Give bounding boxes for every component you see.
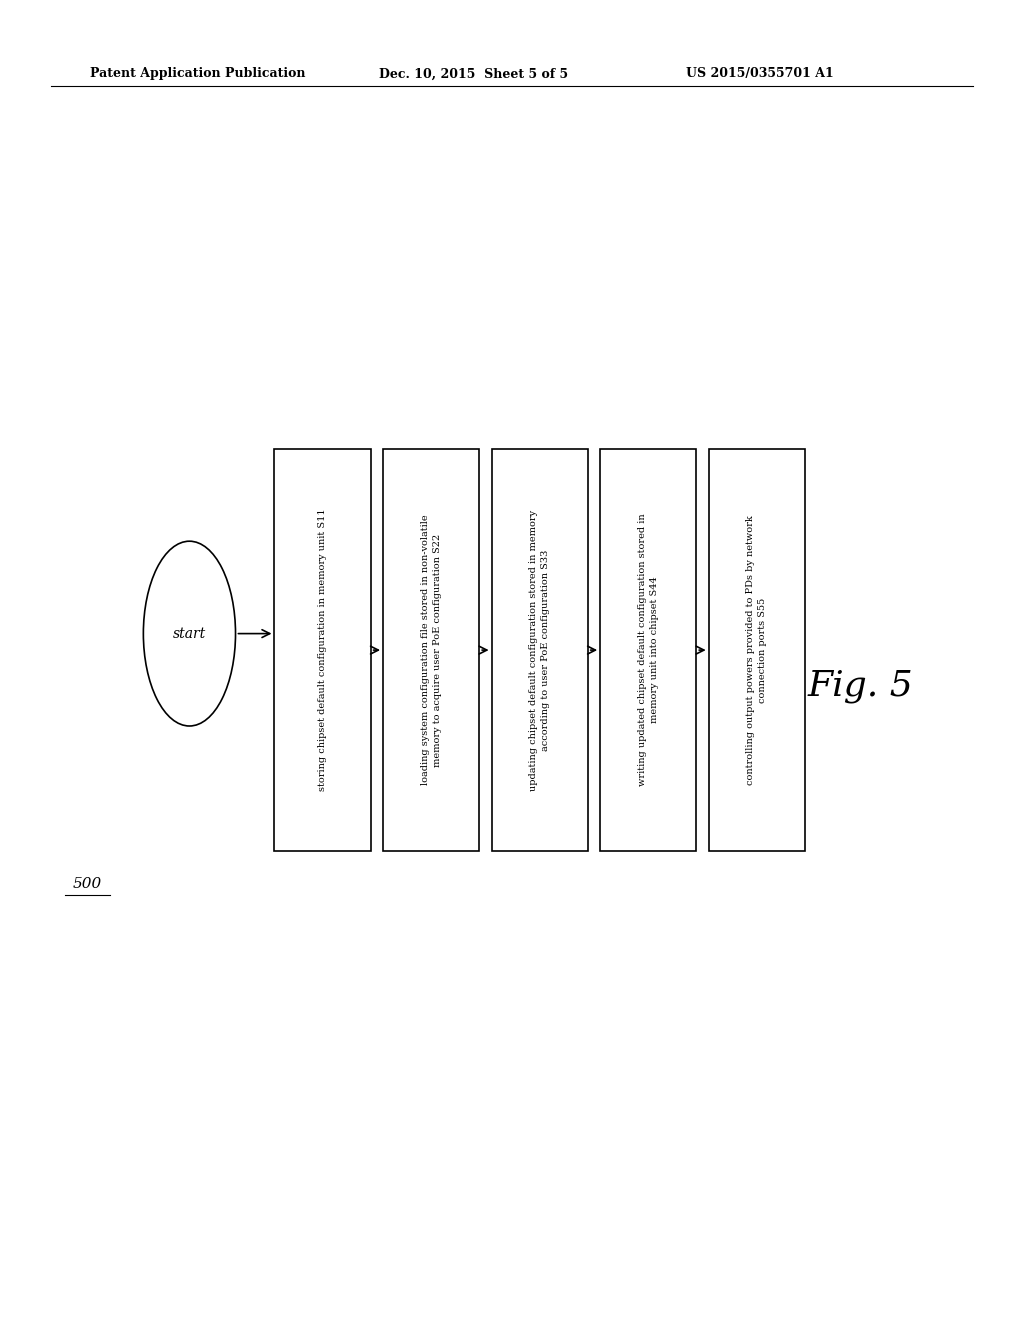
Text: start: start (173, 627, 206, 640)
Text: 500: 500 (73, 878, 101, 891)
FancyBboxPatch shape (492, 449, 588, 851)
FancyBboxPatch shape (274, 449, 371, 851)
Text: storing chipset default configuration in memory unit S11: storing chipset default configuration in… (318, 508, 327, 792)
Text: Patent Application Publication: Patent Application Publication (90, 67, 305, 81)
Text: US 2015/0355701 A1: US 2015/0355701 A1 (686, 67, 834, 81)
Text: controlling output powers provided to PDs by network
connection ports S55: controlling output powers provided to PD… (746, 515, 767, 785)
FancyBboxPatch shape (383, 449, 479, 851)
FancyBboxPatch shape (709, 449, 805, 851)
Text: Fig. 5: Fig. 5 (807, 669, 913, 704)
FancyBboxPatch shape (600, 449, 696, 851)
Text: loading system configuration file stored in non-volatile
memory to acquire user : loading system configuration file stored… (421, 515, 441, 785)
Text: Dec. 10, 2015  Sheet 5 of 5: Dec. 10, 2015 Sheet 5 of 5 (379, 67, 568, 81)
Text: updating chipset default configuration stored in memory
according to user PoE co: updating chipset default configuration s… (529, 510, 550, 791)
Text: writing updated chipset default configuration stored in
memory unit into chipset: writing updated chipset default configur… (638, 513, 658, 787)
